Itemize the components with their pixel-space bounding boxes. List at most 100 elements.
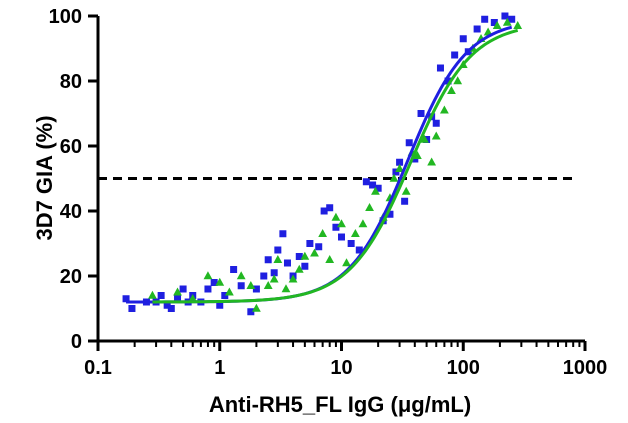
data-point-triangle (427, 157, 437, 166)
data-point-square (179, 285, 187, 293)
data-point-triangle (325, 254, 335, 263)
data-point-square (392, 168, 400, 176)
data-point-triangle (431, 131, 441, 140)
data-point-square (274, 246, 282, 254)
data-point-square (444, 77, 452, 85)
data-point-triangle (318, 228, 328, 237)
x-tick-label: 10 (330, 357, 352, 379)
data-point-triangle (453, 76, 463, 85)
data-point-triangle (350, 228, 360, 237)
axes: 0 20 40 60 80 100 0.1 1 10 100 1000 (49, 6, 608, 379)
data-point-square (473, 25, 481, 33)
data-point-square (167, 305, 175, 312)
data-point-square (252, 285, 260, 293)
data-point-square (247, 308, 255, 316)
data-point-triangle (447, 85, 456, 94)
data-point-square (315, 243, 323, 251)
data-point-triangle (246, 280, 256, 289)
x-tick-label: 0.1 (84, 357, 112, 379)
data-point-square (320, 207, 328, 215)
data-point-triangle (188, 293, 198, 302)
data-point-square (332, 223, 340, 231)
data-point-square (347, 240, 355, 247)
data-point-triangle (252, 303, 261, 312)
data-point-square (396, 158, 404, 166)
data-point-triangle (342, 258, 351, 267)
data-point-square (432, 119, 440, 127)
data-point-triangle (401, 186, 411, 195)
fit-curve (152, 28, 519, 304)
y-tick-label: 0 (71, 331, 82, 353)
data-point-square (210, 279, 218, 286)
data-point-square (301, 262, 309, 270)
y-tick-label: 100 (49, 6, 82, 28)
data-point-square (237, 282, 245, 290)
data-point-triangle (395, 163, 404, 172)
data-layer (98, 12, 578, 316)
data-point-square (405, 139, 413, 147)
data-point-triangle (203, 271, 213, 280)
data-point-square (355, 246, 363, 254)
data-point-square (386, 210, 394, 218)
x-axis-title: Anti-RH5_FL IgG (μg/mL) (209, 392, 471, 417)
data-point-triangle (263, 280, 273, 289)
data-point-square (436, 64, 444, 72)
data-point-triangle (294, 264, 304, 273)
data-point-square (508, 15, 516, 23)
data-point-square (338, 233, 345, 241)
data-point-square (295, 253, 303, 260)
data-point-square (128, 305, 136, 312)
data-point-triangle (439, 105, 449, 114)
data-point-square (279, 230, 287, 238)
data-point-square (411, 155, 419, 163)
data-point-triangle (337, 219, 346, 228)
data-point-triangle (412, 150, 422, 159)
data-point-square (362, 178, 370, 186)
data-point-triangle (483, 27, 493, 36)
data-point-square (501, 12, 509, 20)
data-point-triangle (310, 248, 319, 257)
x-tick-label: 1 (214, 357, 225, 379)
data-point-triangle (288, 274, 298, 283)
data-point-square (157, 292, 165, 299)
data-point-triangle (224, 287, 234, 296)
data-point-square (260, 272, 268, 280)
data-point-triangle (273, 254, 283, 263)
data-point-square (459, 35, 467, 43)
data-point-square (306, 240, 314, 247)
data-point-square (490, 19, 498, 26)
data-point-square (270, 269, 278, 277)
data-point-triangle (513, 20, 523, 29)
data-point-square (283, 259, 291, 267)
data-point-square (451, 51, 459, 59)
data-point-triangle (300, 251, 310, 260)
y-tick-label: 40 (60, 201, 82, 223)
data-point-square (326, 204, 334, 212)
data-point-triangle (358, 219, 368, 228)
data-point-triangle (173, 287, 182, 296)
data-point-triangle (365, 202, 374, 211)
data-point-triangle (331, 212, 341, 221)
data-point-triangle (371, 186, 380, 195)
data-point-square (369, 181, 377, 189)
data-point-triangle (236, 271, 246, 280)
x-tick-label: 1000 (563, 357, 608, 379)
data-point-square (374, 184, 382, 192)
y-axis-title: 3D7 GIA (%) (32, 115, 57, 240)
data-point-square (481, 15, 489, 23)
data-point-square (230, 266, 238, 273)
data-point-square (174, 295, 182, 303)
data-point-triangle (215, 277, 225, 286)
fit-curve (126, 25, 513, 304)
data-point-triangle (420, 134, 429, 143)
data-point-triangle (389, 173, 399, 182)
y-tick-label: 20 (60, 266, 82, 288)
y-tick-label: 80 (60, 71, 82, 93)
data-point-triangle (148, 290, 157, 299)
data-point-square (204, 285, 212, 293)
data-point-square (401, 197, 409, 205)
data-point-square (122, 295, 130, 303)
data-point-triangle (502, 17, 512, 26)
data-point-square (221, 292, 229, 299)
x-tick-label: 100 (447, 357, 480, 379)
